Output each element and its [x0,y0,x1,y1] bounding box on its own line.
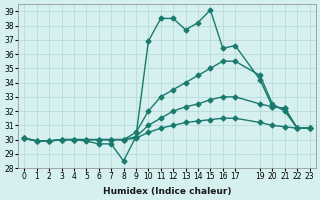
X-axis label: Humidex (Indice chaleur): Humidex (Indice chaleur) [103,187,231,196]
